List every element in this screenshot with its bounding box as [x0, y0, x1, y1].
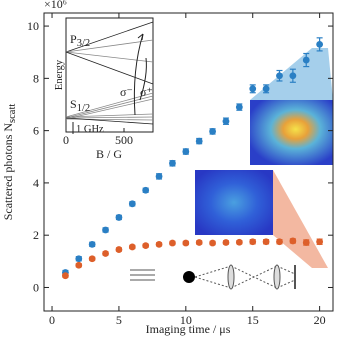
sigma-minus: σ⁻: [120, 85, 133, 99]
data-point: [195, 137, 203, 145]
data-point: [102, 250, 109, 257]
upper-level: P3/2: [70, 32, 90, 49]
underlay: [130, 48, 333, 290]
data-point: [302, 56, 310, 64]
data-point: [262, 238, 270, 246]
data-point: [262, 85, 270, 93]
data-point: [102, 226, 109, 234]
y-label-sub: scatt: [7, 104, 18, 123]
data-point: [115, 246, 123, 253]
scale-label: 1 GHz: [76, 124, 104, 135]
data-point: [169, 159, 176, 167]
transition-arrows: [133, 33, 147, 116]
y-tick-label: 8: [33, 71, 39, 85]
y-tick-label: 2: [33, 228, 39, 242]
data-point: [182, 239, 190, 247]
camera-image-2: [195, 170, 273, 235]
upper-level-sub: 3/2: [77, 38, 90, 49]
x-label: Imaging time / μs: [146, 322, 231, 336]
y-tick-label: 0: [33, 280, 39, 294]
data-point: [182, 148, 190, 155]
data-point: [155, 240, 163, 248]
inset: P3/2 S1/2 σ⁻ σ⁺ 1 GHz Energy B / G 0 500: [54, 17, 154, 161]
data-point: [235, 238, 243, 246]
data-point: [88, 240, 96, 248]
data-point: [235, 103, 243, 111]
data-point: [62, 272, 69, 280]
data-point: [142, 242, 150, 250]
data-point: [222, 117, 230, 125]
y-tick-label: 6: [33, 124, 39, 138]
inset-x-tick-label: 500: [115, 133, 133, 147]
axes-frame: [43, 12, 334, 312]
x-tick-label: 20: [314, 313, 326, 327]
y-multiplier: ×10⁶: [44, 0, 67, 11]
camera-image-1: [250, 100, 333, 165]
data-point: [115, 214, 123, 221]
y-label-text: Scattered photons N: [1, 123, 15, 221]
x-tick-label: 5: [116, 313, 122, 327]
data-point: [289, 72, 297, 80]
data-point: [128, 200, 136, 208]
level-lines: [65, 21, 154, 125]
x-tick-label: 0: [49, 313, 55, 327]
y-tick-label: 10: [27, 19, 39, 33]
data-point: [75, 255, 83, 263]
data-point: [249, 85, 257, 93]
data-point: [88, 255, 96, 263]
data-point: [209, 239, 216, 247]
data-point: [169, 239, 176, 247]
lower-level-sub: 1/2: [77, 103, 90, 114]
data-point: [128, 243, 136, 251]
y-tick-label: 4: [33, 176, 39, 190]
lower-level: S1/2: [70, 97, 90, 114]
data-point: [209, 128, 216, 135]
data-point: [302, 239, 310, 246]
data-point: [276, 238, 283, 246]
upper-level-text: P: [70, 32, 77, 46]
lower-level-text: S: [70, 97, 77, 111]
x-tick-label: 15: [247, 313, 259, 327]
data-point: [276, 72, 283, 80]
data-point: [142, 186, 150, 194]
inset-y-label: Energy: [54, 59, 65, 90]
data-point: [75, 261, 83, 269]
y-label: Scattered photons Nscatt: [1, 104, 18, 221]
x-tick-label: 10: [180, 313, 192, 327]
data-point: [289, 237, 297, 245]
data-point: [222, 239, 230, 246]
inset-x-label: B / G: [96, 147, 122, 161]
optical-setup: [130, 264, 296, 290]
data-point: [195, 239, 203, 246]
projection-orange: [273, 170, 328, 268]
data-point: [316, 40, 324, 48]
data-point: [316, 238, 324, 246]
data-point: [249, 238, 257, 246]
inset-x-tick-label: 0: [63, 133, 69, 147]
data-point: [155, 172, 163, 180]
sigma-plus: σ⁺: [140, 85, 153, 99]
